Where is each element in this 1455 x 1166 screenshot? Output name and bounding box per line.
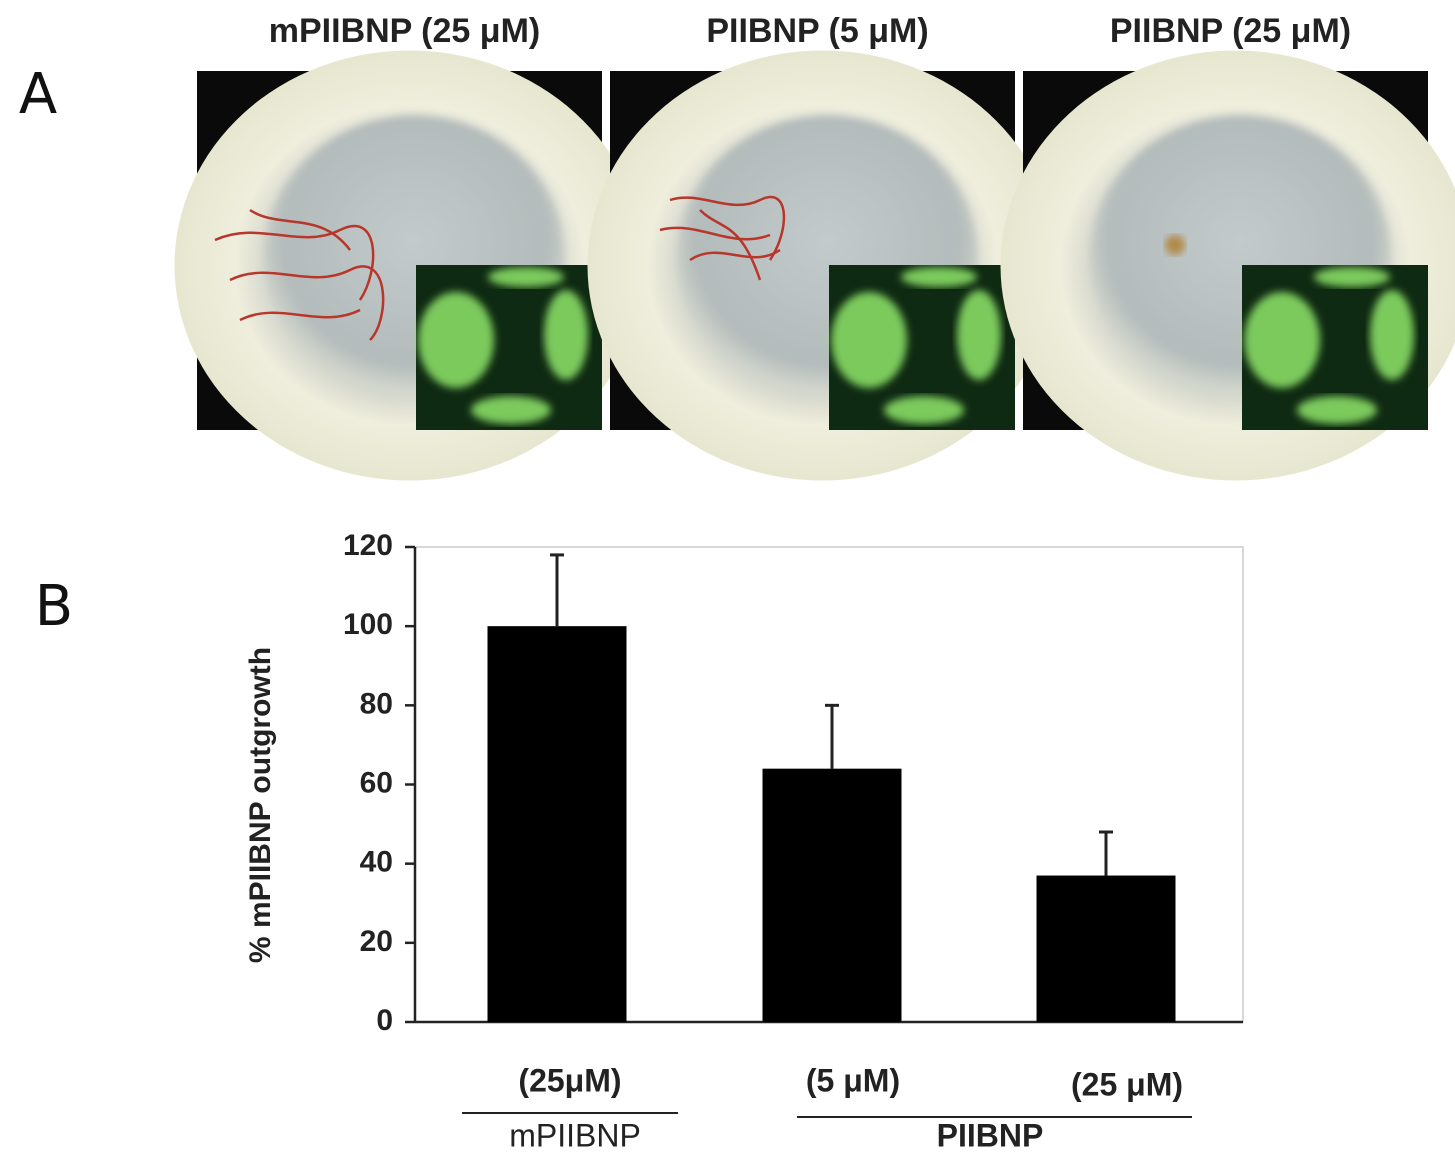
y-tick-label: 40 — [360, 846, 393, 879]
bar-chart: 0 20 40 60 80 100 120 % mPIIBNP outgrowth (25μM)… — [244, 529, 1243, 1154]
x-tick-label: (5 μM) — [806, 1062, 900, 1098]
y-tick-label: 80 — [360, 687, 393, 720]
bar — [488, 626, 627, 1022]
fluorescence-blob — [471, 396, 551, 424]
y-tick-label: 100 — [343, 608, 393, 641]
fluorescence-blob — [831, 292, 907, 388]
photo-panel: mPIIBNP (25 μM) PIIBNP (5 μM) PIIBNP (25 μ… — [175, 12, 1455, 481]
bar — [1037, 876, 1176, 1022]
y-tick-label: 120 — [343, 529, 393, 562]
fluorescence-blob — [544, 290, 588, 380]
photo-title: PIIBNP (25 μM) — [1110, 12, 1351, 50]
y-tick-label: 0 — [376, 1004, 393, 1037]
fluorescence-blob — [1297, 396, 1377, 424]
fluorescence-blob — [957, 290, 1001, 380]
group-label: PIIBNP — [937, 1117, 1044, 1153]
y-tick-label: 60 — [360, 766, 393, 799]
vessel-spot — [1165, 235, 1185, 255]
fluorescence-blob — [1370, 290, 1414, 380]
panel-label: A — [19, 62, 57, 127]
bar — [763, 769, 902, 1022]
fluorescence-blob — [1244, 292, 1320, 388]
photo-title: mPIIBNP (25 μM) — [269, 12, 540, 50]
photo-title: PIIBNP (5 μM) — [706, 12, 928, 50]
fluorescence-blob — [901, 267, 977, 287]
panel-label: B — [35, 574, 73, 639]
x-tick-label: (25 μM) — [1071, 1066, 1183, 1102]
fluorescence-blob — [488, 267, 564, 287]
group-label: mPIIBNP — [509, 1117, 641, 1153]
y-axis-label: % mPIIBNP outgrowth — [244, 647, 277, 963]
fluorescence-blob — [884, 396, 964, 424]
fluorescence-blob — [418, 292, 494, 388]
fluorescence-blob — [1314, 267, 1390, 287]
x-tick-label: (25μM) — [518, 1062, 621, 1098]
y-tick-label: 20 — [360, 925, 393, 958]
